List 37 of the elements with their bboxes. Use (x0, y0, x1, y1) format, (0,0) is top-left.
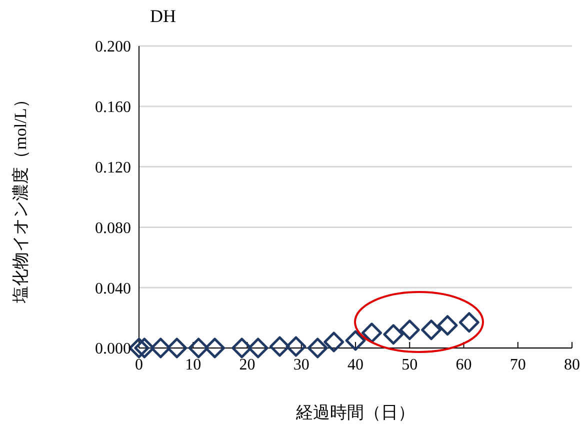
point (232, 338, 252, 358)
x-tick-label: 80 (564, 356, 580, 374)
point (188, 338, 209, 358)
point (324, 332, 344, 352)
point (248, 338, 268, 358)
x-tick-label: 10 (185, 356, 202, 374)
x-tick-label: 20 (239, 356, 256, 374)
y-axis-title: 塩化物イオン濃度（mol/L） (11, 91, 30, 304)
x-tick-label: 70 (510, 356, 526, 374)
point (204, 338, 226, 358)
x-tick-label: 0 (135, 356, 143, 374)
y-tick-label: 0.120 (95, 159, 131, 176)
point (307, 338, 328, 358)
y-tick-label: 0.080 (95, 220, 131, 237)
x-tick-label: 40 (348, 356, 364, 374)
x-axis-title: 経過時間（日） (295, 403, 415, 422)
y-tick-label: 0.000 (95, 340, 131, 358)
chart-title: DH (150, 6, 176, 27)
x-tick-label: 50 (402, 356, 418, 374)
y-tick-label: 0.040 (95, 280, 131, 298)
x-tick-label: 60 (456, 356, 472, 374)
point (437, 315, 458, 336)
point (134, 338, 155, 358)
point (458, 312, 480, 333)
point (166, 338, 188, 358)
point (286, 336, 306, 357)
point (269, 336, 290, 357)
y-tick-label: 0.200 (95, 38, 131, 56)
point (421, 320, 442, 340)
point (345, 330, 366, 351)
x-tick-label: 30 (293, 356, 310, 374)
point (150, 338, 171, 358)
point (128, 338, 150, 358)
y-tick-label: 0.160 (95, 99, 131, 116)
point (361, 322, 382, 344)
point (383, 324, 404, 345)
point (399, 320, 420, 340)
